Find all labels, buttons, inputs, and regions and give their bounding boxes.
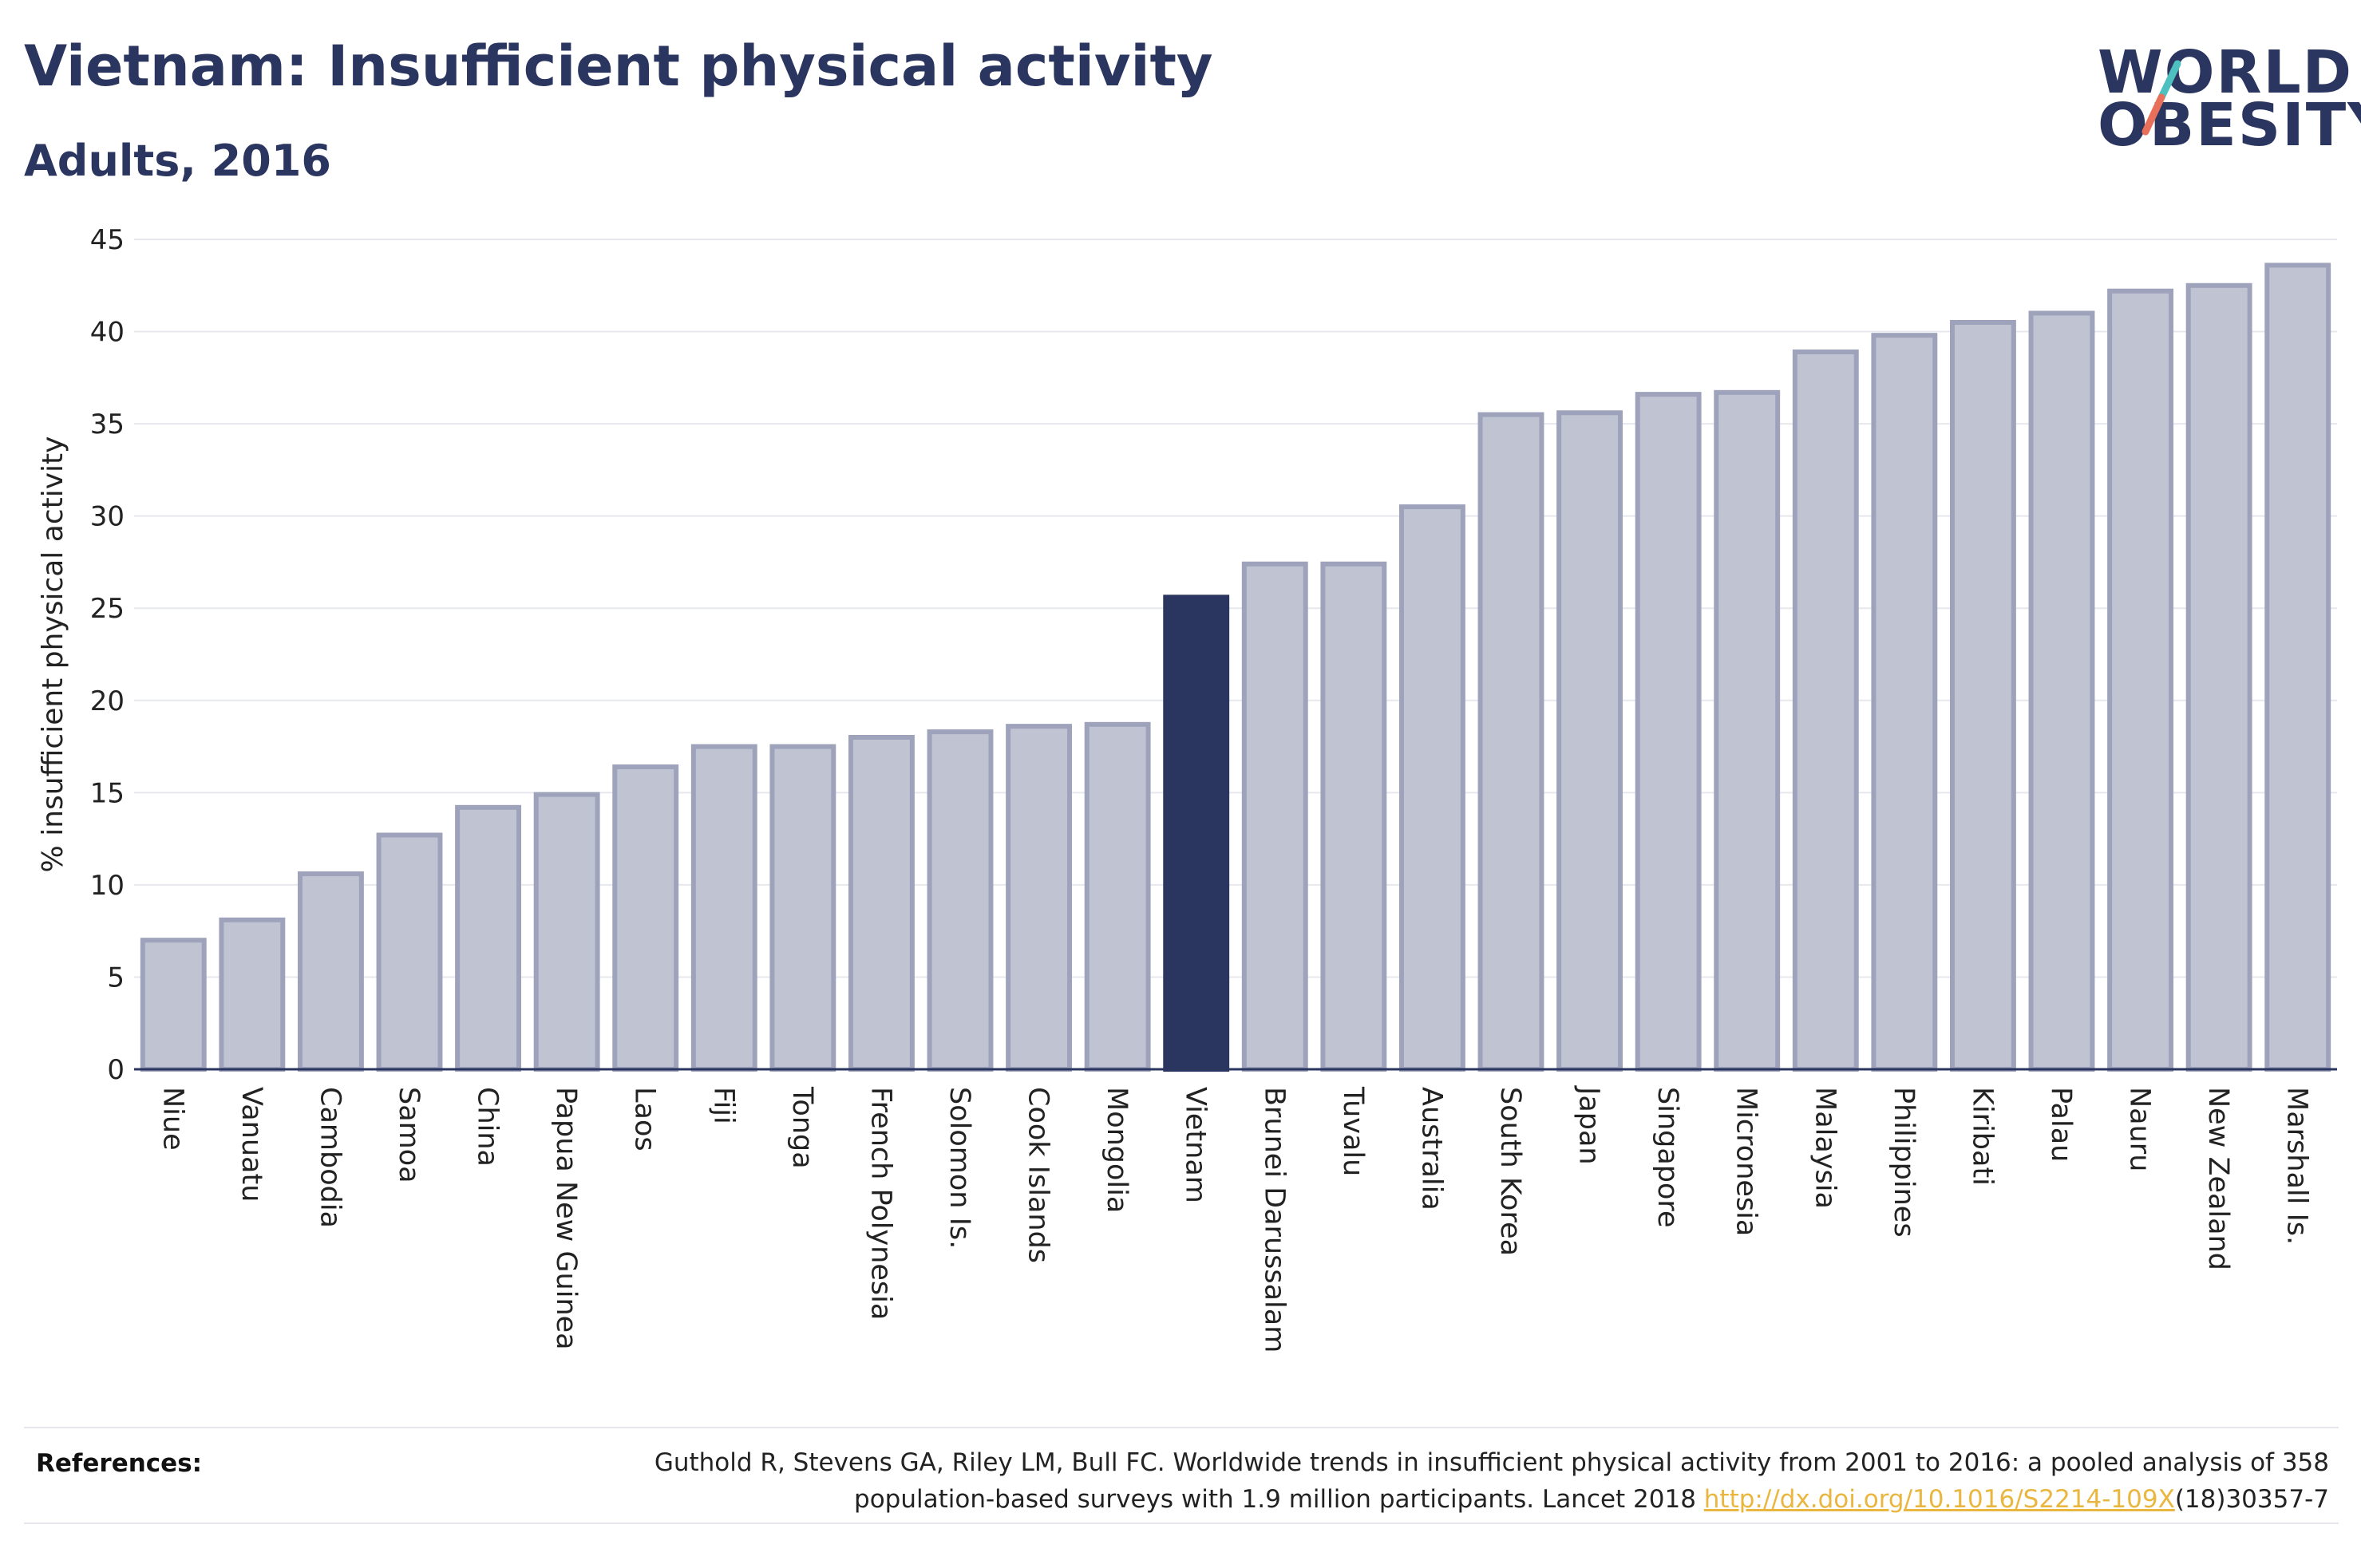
y-tick-label: 10 — [90, 870, 125, 902]
logo-word-2: OBESITY — [2098, 91, 2361, 160]
x-tick-label: Australia — [1415, 1087, 1447, 1211]
reference-line-2: population-based surveys with 1.9 millio… — [493, 1481, 2329, 1518]
x-tick-label: Malaysia — [1809, 1087, 1841, 1209]
x-tick-label: Tuvalu — [1337, 1086, 1369, 1176]
y-axis-label: % insufficient physical activity — [37, 436, 69, 873]
reference-line-2-end: (18)30357-7 — [2174, 1485, 2329, 1514]
x-axis-labels: Niue Vanuatu Cambodia Samoa China Papua New G… — [156, 1085, 2312, 1353]
y-axis-ticks: 0 5 10 15 20 25 30 35 40 45 — [90, 224, 125, 1086]
reference-doi-link[interactable]: http://dx.doi.org/10.1016/S2214-109X — [1703, 1485, 2175, 1514]
bar — [2185, 282, 2252, 1072]
x-tick-label: Laos — [629, 1087, 661, 1151]
y-tick-label: 0 — [107, 1054, 125, 1086]
bar — [376, 832, 443, 1072]
reference-line-1: Guthold R, Stevens GA, Riley LM, Bull FC… — [654, 1448, 2329, 1477]
bar — [2107, 288, 2174, 1072]
x-tick-label: New Zealand — [2202, 1087, 2234, 1270]
bar — [1241, 561, 1308, 1072]
bar — [219, 917, 286, 1072]
world-obesity-logo: WORLD OBESITY — [2075, 32, 2361, 168]
bar — [1163, 594, 1230, 1072]
y-tick-label: 25 — [90, 593, 125, 625]
references-text: Guthold R, Stevens GA, Riley LM, Bull FC… — [493, 1444, 2329, 1518]
x-tick-label: Fiji — [707, 1087, 739, 1124]
y-tick-label: 20 — [90, 685, 125, 717]
x-tick-label: Mongolia — [1101, 1087, 1133, 1213]
x-tick-label: Brunei Darussalam — [1258, 1087, 1290, 1353]
logo-slash-icon — [2142, 60, 2181, 136]
bar — [927, 729, 994, 1072]
bar — [2264, 263, 2331, 1072]
bar — [533, 792, 600, 1072]
bar — [1556, 410, 1623, 1072]
reference-line-2-start: population-based surveys with 1.9 millio… — [854, 1485, 1704, 1514]
bar — [297, 871, 364, 1072]
x-tick-label: Vietnam — [1180, 1087, 1212, 1203]
chart-title: Vietnam: Insufficient physical activity — [24, 34, 1213, 99]
x-tick-label: Japan — [1573, 1085, 1605, 1165]
bar-chart: 0 5 10 15 20 25 30 35 40 45 Niue Vanuatu Cambodia Sa… — [37, 224, 2337, 1353]
x-tick-label: Tonga — [786, 1086, 818, 1169]
x-tick-label: Nauru — [2124, 1087, 2156, 1171]
bars — [140, 263, 2331, 1072]
bar — [1949, 320, 2016, 1072]
x-tick-label: Cambodia — [314, 1087, 346, 1228]
y-tick-label: 5 — [107, 962, 125, 993]
references-divider-bottom — [24, 1523, 2339, 1524]
x-tick-label: Marshall Is. — [2281, 1087, 2313, 1245]
bar — [1006, 724, 1073, 1072]
references-label: References: — [36, 1449, 203, 1478]
bar — [1792, 349, 1859, 1072]
bar — [140, 938, 207, 1072]
y-tick-label: 45 — [90, 224, 125, 256]
x-tick-label: Palau — [2045, 1087, 2077, 1162]
y-tick-label: 30 — [90, 501, 125, 533]
x-tick-label: French Polynesia — [864, 1087, 896, 1320]
x-tick-label: Vanuatu — [235, 1087, 267, 1202]
bar — [690, 744, 757, 1072]
x-tick-label: Philippines — [1888, 1087, 1920, 1238]
x-tick-label: Solomon Is. — [943, 1087, 975, 1249]
bar — [1871, 333, 1938, 1072]
x-tick-label: South Korea — [1494, 1087, 1526, 1256]
x-tick-label: Samoa — [393, 1087, 425, 1183]
logo-word-1: WORLD — [2098, 38, 2354, 107]
bar — [769, 744, 836, 1072]
bar — [1398, 504, 1465, 1072]
bar — [612, 764, 679, 1072]
bar — [455, 804, 522, 1072]
x-tick-label: Niue — [156, 1087, 188, 1151]
bar — [1084, 721, 1151, 1072]
bar — [1714, 389, 1781, 1072]
x-tick-label: China — [472, 1087, 504, 1167]
bar — [1320, 561, 1387, 1072]
bar — [1635, 392, 1702, 1072]
bar — [2028, 310, 2095, 1072]
y-tick-label: 40 — [90, 317, 125, 349]
y-tick-label: 35 — [90, 409, 125, 440]
bar — [1477, 412, 1544, 1072]
y-tick-label: 15 — [90, 777, 125, 809]
x-tick-label: Cook Islands — [1022, 1087, 1054, 1263]
x-tick-label: Papua New Guinea — [550, 1087, 582, 1350]
references-divider-top — [24, 1427, 2339, 1428]
x-tick-label: Singapore — [1651, 1087, 1683, 1228]
x-tick-label: Micronesia — [1730, 1087, 1762, 1236]
x-tick-label: Kiribati — [1966, 1087, 1998, 1186]
chart-subtitle: Adults, 2016 — [24, 136, 331, 186]
bar — [848, 735, 915, 1072]
